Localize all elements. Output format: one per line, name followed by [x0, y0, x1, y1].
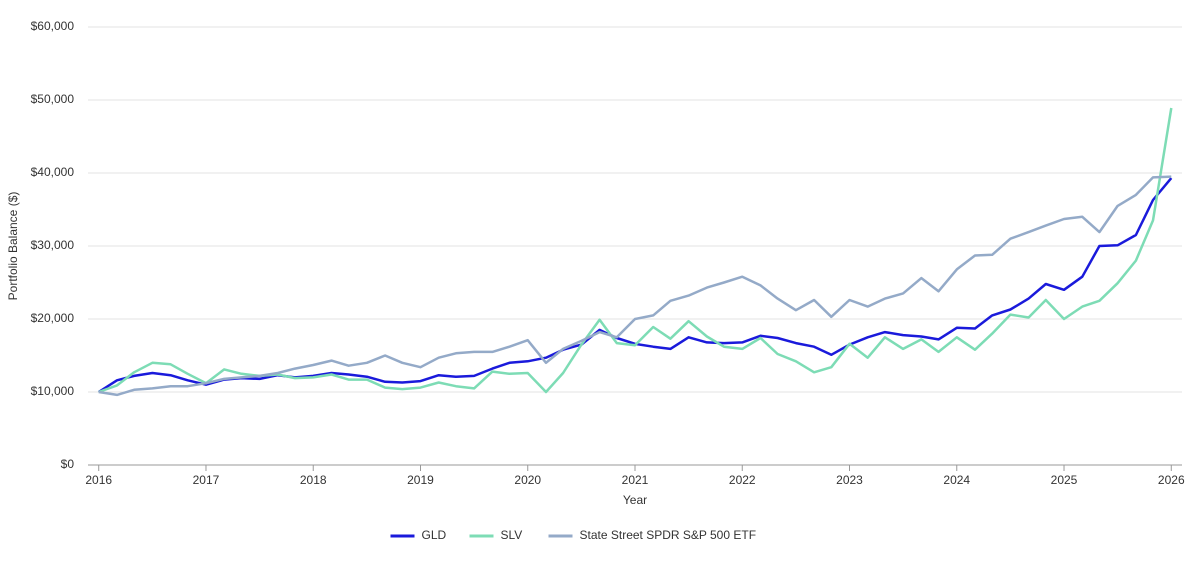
- y-tick-label: $60,000: [31, 19, 75, 33]
- y-tick-label: $10,000: [31, 384, 75, 398]
- y-tick-label: $50,000: [31, 92, 75, 106]
- x-tick-label: 2021: [622, 473, 649, 487]
- legend-label[interactable]: GLD: [422, 528, 447, 542]
- y-axis-label: Portfolio Balance ($): [6, 192, 20, 301]
- x-tick-label: 2018: [300, 473, 327, 487]
- x-tick-label: 2019: [407, 473, 434, 487]
- x-tick-label: 2023: [836, 473, 863, 487]
- legend-label[interactable]: State Street SPDR S&P 500 ETF: [580, 528, 757, 542]
- x-tick-label: 2017: [193, 473, 220, 487]
- x-tick-label: 2024: [943, 473, 970, 487]
- y-tick-label: $20,000: [31, 311, 75, 325]
- x-tick-label: 2022: [729, 473, 756, 487]
- y-tick-label: $30,000: [31, 238, 75, 252]
- series-line: [98, 177, 1173, 394]
- x-tick-label: 2020: [514, 473, 541, 487]
- y-tick-label: $40,000: [31, 165, 75, 179]
- y-tick-label: $0: [61, 457, 75, 471]
- x-tick-label: 2026: [1158, 473, 1185, 487]
- x-axis-label: Year: [623, 493, 647, 507]
- series-line: [98, 175, 1172, 397]
- legend-label[interactable]: SLV: [501, 528, 523, 542]
- series-line: [98, 107, 1173, 394]
- x-tick-label: 2016: [85, 473, 112, 487]
- x-tick-label: 2025: [1051, 473, 1078, 487]
